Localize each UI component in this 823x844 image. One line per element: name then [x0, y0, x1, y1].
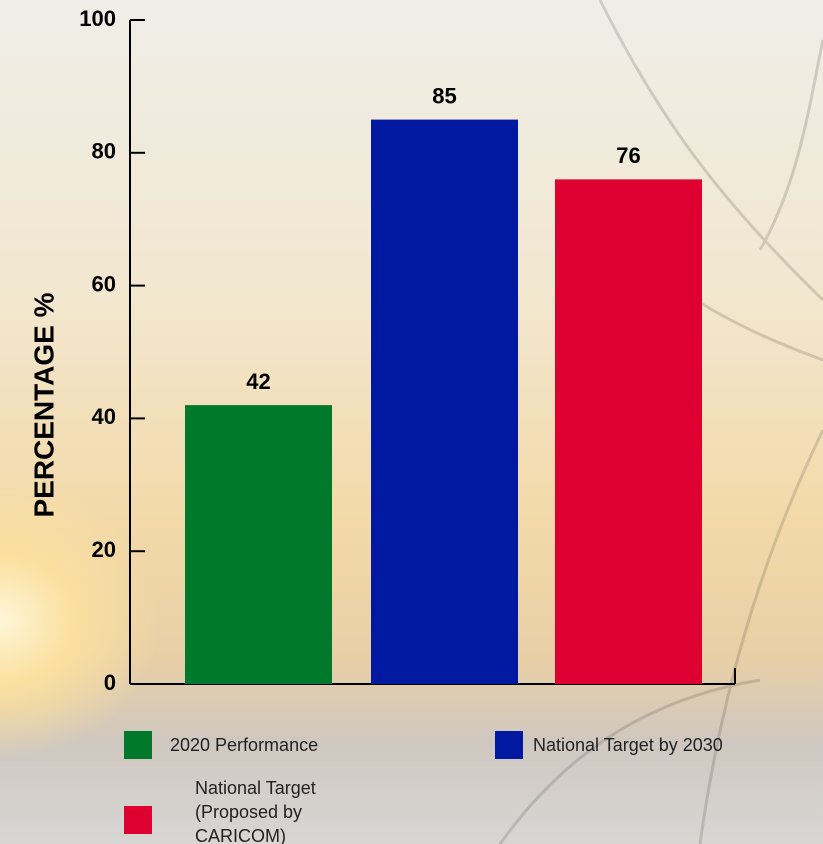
palm-decoration — [498, 0, 823, 844]
bar — [555, 179, 702, 685]
legend-label: 2020 Performance — [170, 735, 319, 755]
y-tick-label: 20 — [92, 537, 116, 562]
y-tick-label: 80 — [92, 139, 116, 164]
value-label: 76 — [616, 143, 640, 168]
bar — [185, 405, 332, 684]
y-tick-label: 60 — [92, 271, 116, 296]
y-tick-label: 40 — [92, 404, 116, 429]
legend-item: 2020 Performance — [124, 731, 318, 759]
bar — [371, 119, 518, 685]
legend-swatch — [124, 731, 152, 759]
y-tick-label: 0 — [104, 670, 116, 695]
y-tick-label: 100 — [79, 6, 116, 31]
legend-item: National Target by 2030 — [495, 731, 723, 759]
legend-swatch — [495, 731, 523, 759]
value-label: 42 — [246, 369, 270, 394]
legend-swatch — [124, 806, 152, 834]
legend-label: National Target (Proposed by CARICOM) — [195, 778, 316, 844]
value-label: 85 — [432, 83, 456, 108]
y-axis-label: PERCENTAGE % — [28, 292, 59, 517]
legend-label: National Target by 2030 — [533, 735, 723, 755]
legend-item: National Target (Proposed by CARICOM) — [124, 776, 395, 844]
